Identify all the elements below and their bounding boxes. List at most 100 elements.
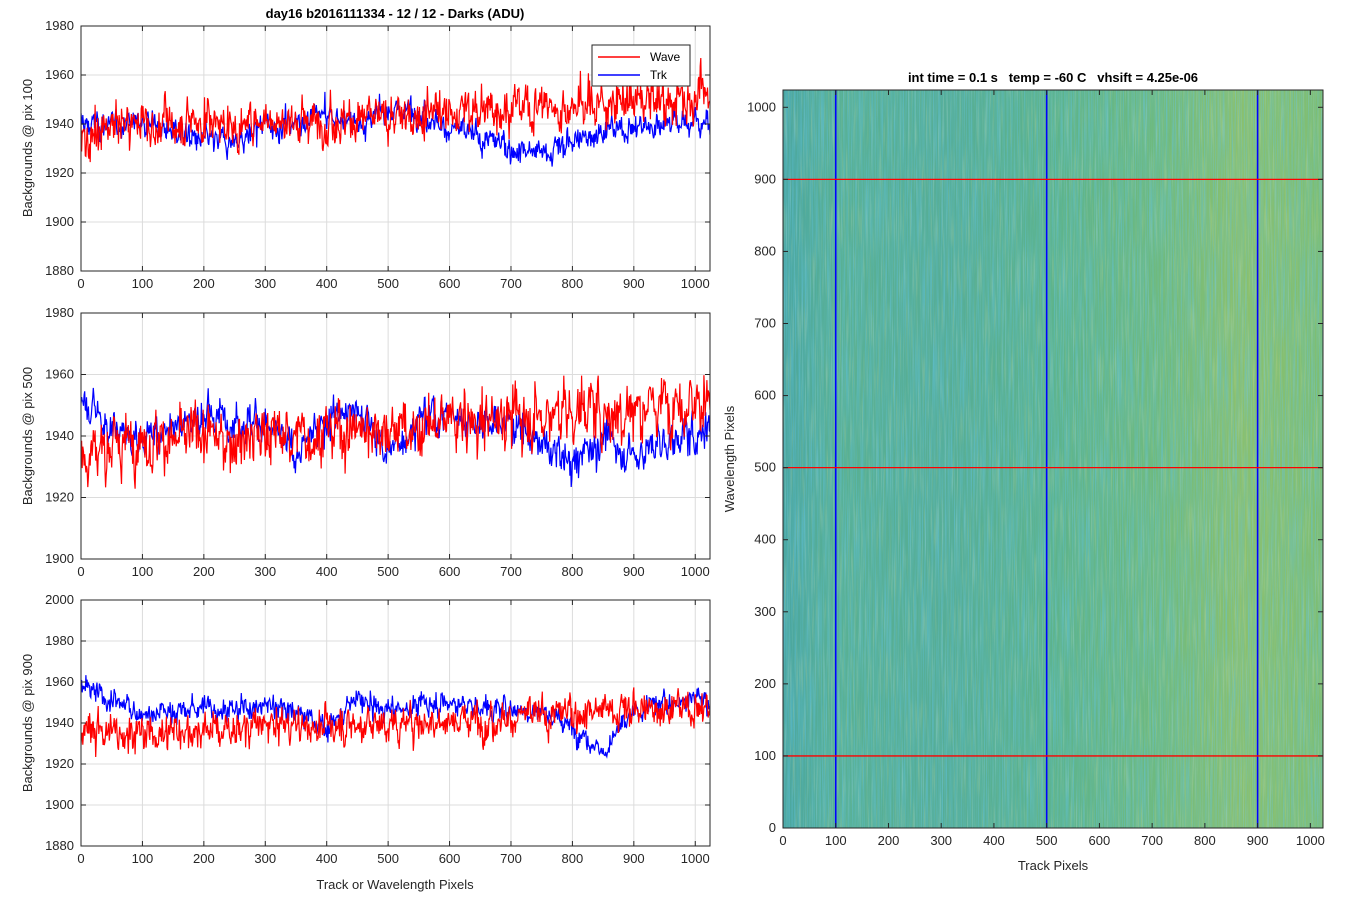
y-tick-label: 1920 xyxy=(45,490,74,505)
x-tick-label: 300 xyxy=(254,851,276,866)
x-tick-label: 800 xyxy=(1194,833,1216,848)
x-tick-label: 600 xyxy=(439,276,461,291)
plot-wave-trk-pix900: 0 100 200 300 400 500 600 700 800 900 1000 1880 1900… xyxy=(20,592,711,892)
x-tick-label: 500 xyxy=(377,564,399,579)
y-tick-label: 1980 xyxy=(45,18,74,33)
y-tick-label: 1880 xyxy=(45,838,74,853)
x-tick-label: 500 xyxy=(1036,833,1058,848)
x-tick-label: 900 xyxy=(623,851,645,866)
plot-wave-trk-pix500: 0 100 200 300 400 500 600 700 800 900 1000 1900 1920… xyxy=(20,305,711,579)
series-line-wave xyxy=(81,57,710,163)
y-tick-label: 1940 xyxy=(45,428,74,443)
dark-frame-image: 0 100 200 300 400 500 600 700 800 900 1000 0 100 200 3… xyxy=(722,70,1325,873)
y-tick-label: 1900 xyxy=(45,214,74,229)
y-tick-label: 1880 xyxy=(45,263,74,278)
series-line-wave xyxy=(81,375,710,489)
y-tick-label: 1960 xyxy=(45,67,74,82)
x-tick-label: 300 xyxy=(930,833,952,848)
y-tick-label: 1960 xyxy=(45,367,74,382)
x-tick-label: 1000 xyxy=(1296,833,1325,848)
plot-wave-trk-pix100: 0 100 200 300 400 500 600 700 800 900 1000 1880 1900… xyxy=(20,6,711,291)
y-tick-label: 1940 xyxy=(45,715,74,730)
x-tick-label: 1000 xyxy=(681,851,710,866)
x-tick-label: 100 xyxy=(132,851,154,866)
y-tick-label: 600 xyxy=(754,388,776,403)
x-tick-label: 900 xyxy=(1247,833,1269,848)
y-tick-label: 1980 xyxy=(45,633,74,648)
x-axis-label: Track or Wavelength Pixels xyxy=(316,877,474,892)
x-tick-label: 0 xyxy=(779,833,786,848)
axes-box xyxy=(80,25,711,272)
y-tick-label: 500 xyxy=(754,460,776,475)
legend-label-wave: Wave xyxy=(650,50,681,64)
image-title: int time = 0.1 s temp = -60 C vhsift = 4… xyxy=(908,70,1198,85)
x-tick-label: 400 xyxy=(983,833,1005,848)
x-tick-label: 800 xyxy=(562,564,584,579)
x-tick-label: 200 xyxy=(193,276,215,291)
x-tick-label: 100 xyxy=(132,276,154,291)
x-tick-label: 500 xyxy=(377,851,399,866)
figure-title: day16 b2016111334 - 12 / 12 - Darks (ADU… xyxy=(266,6,525,21)
y-tick-label: 0 xyxy=(769,820,776,835)
series-group xyxy=(81,675,710,759)
ticks: 0 100 200 300 400 500 600 700 800 900 1000 1880 1900… xyxy=(45,18,710,291)
y-axis-label: Backgrounds @ pix 500 xyxy=(20,367,35,505)
x-tick-label: 400 xyxy=(316,276,338,291)
y-tick-label: 900 xyxy=(754,171,776,186)
x-tick-label: 200 xyxy=(878,833,900,848)
x-tick-label: 700 xyxy=(500,276,522,291)
ticks: 0 100 200 300 400 500 600 700 800 900 1000 1900 1920… xyxy=(45,305,710,579)
x-tick-label: 400 xyxy=(316,851,338,866)
marker-lines xyxy=(783,90,1323,828)
y-tick-label: 1940 xyxy=(45,116,74,131)
x-tick-label: 700 xyxy=(1141,833,1163,848)
y-axis-label: Wavelength Pixels xyxy=(722,405,737,512)
x-tick-label: 500 xyxy=(377,276,399,291)
y-axis-label: Backgrounds @ pix 900 xyxy=(20,654,35,792)
x-tick-label: 100 xyxy=(132,564,154,579)
x-tick-label: 600 xyxy=(1089,833,1111,848)
x-tick-label: 200 xyxy=(193,564,215,579)
ticks: 0 100 200 300 400 500 600 700 800 900 1000 1880 1900… xyxy=(45,592,710,866)
series-group xyxy=(81,375,710,489)
y-tick-label: 1900 xyxy=(45,797,74,812)
x-tick-label: 0 xyxy=(77,276,84,291)
y-tick-label: 1920 xyxy=(45,756,74,771)
x-tick-label: 700 xyxy=(500,851,522,866)
series-line-wave xyxy=(81,687,710,758)
x-tick-label: 1000 xyxy=(681,564,710,579)
y-tick-label: 1960 xyxy=(45,674,74,689)
x-tick-label: 600 xyxy=(439,564,461,579)
legend-label-trk: Trk xyxy=(650,68,668,82)
y-tick-label: 1000 xyxy=(747,99,776,114)
x-tick-label: 900 xyxy=(623,276,645,291)
y-tick-label: 800 xyxy=(754,243,776,258)
y-tick-label: 1900 xyxy=(45,551,74,566)
x-tick-label: 1000 xyxy=(681,276,710,291)
x-tick-label: 0 xyxy=(77,851,84,866)
y-tick-label: 400 xyxy=(754,532,776,547)
series-group xyxy=(81,57,710,167)
x-tick-label: 200 xyxy=(193,851,215,866)
image-noise-yellow xyxy=(783,90,1323,828)
x-tick-label: 300 xyxy=(254,564,276,579)
x-tick-label: 0 xyxy=(77,564,84,579)
x-tick-label: 400 xyxy=(316,564,338,579)
legend-box xyxy=(591,44,691,87)
y-tick-label: 1920 xyxy=(45,165,74,180)
y-tick-label: 2000 xyxy=(45,592,74,607)
y-tick-label: 100 xyxy=(754,748,776,763)
x-axis-label: Track Pixels xyxy=(1018,858,1089,873)
axes-box xyxy=(782,89,1324,829)
x-tick-label: 600 xyxy=(439,851,461,866)
y-tick-label: 1980 xyxy=(45,305,74,320)
legend: Wave Trk xyxy=(591,44,691,87)
y-tick-label: 300 xyxy=(754,604,776,619)
y-tick-label: 700 xyxy=(754,316,776,331)
x-tick-label: 800 xyxy=(562,851,584,866)
x-tick-label: 100 xyxy=(825,833,847,848)
grid xyxy=(80,599,710,847)
x-tick-label: 800 xyxy=(562,276,584,291)
x-tick-label: 700 xyxy=(500,564,522,579)
